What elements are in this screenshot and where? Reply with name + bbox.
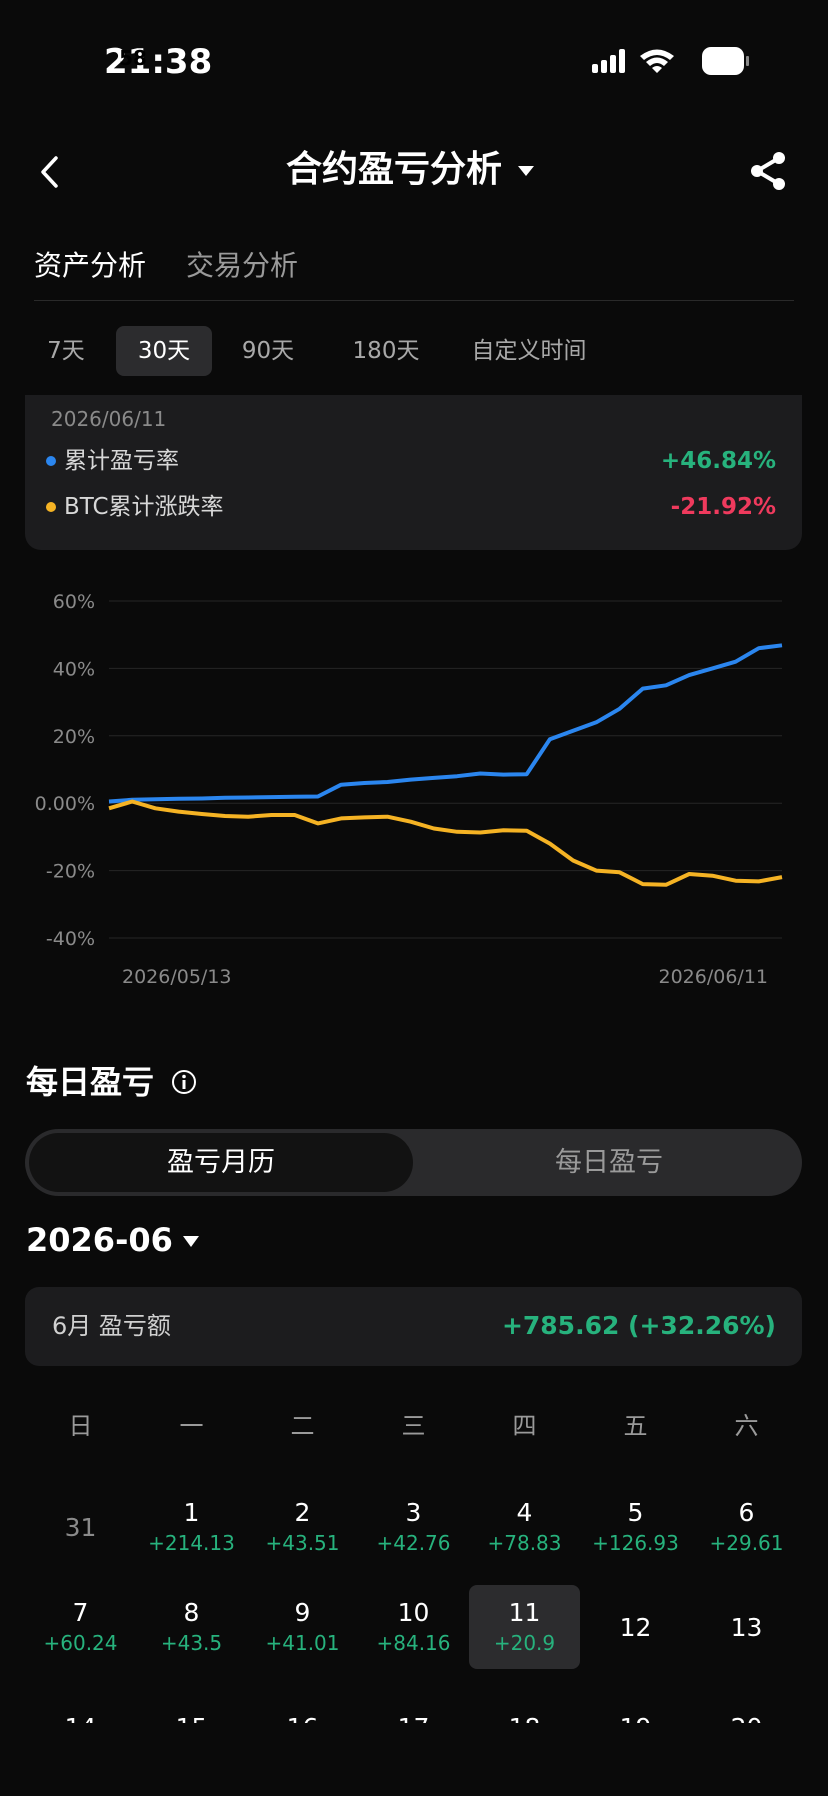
- month-picker[interactable]: 2026-06: [26, 1224, 205, 1256]
- period-tab[interactable]: 自定义时间: [471, 338, 587, 364]
- calendar-day: 9: [294, 1598, 311, 1627]
- y-tick-label: 60%: [53, 591, 95, 613]
- calendar-day: 17: [358, 1715, 469, 1723]
- calendar-day: 19: [580, 1715, 691, 1723]
- title-text: 合约盈亏分析: [285, 149, 502, 190]
- y-tick-label: -40%: [46, 928, 95, 950]
- tab-active[interactable]: 资产分析: [34, 249, 147, 282]
- status-icons: [592, 47, 749, 75]
- y-tick-label: -20%: [46, 861, 95, 883]
- weekday-label: 三: [401, 1412, 426, 1440]
- toggle-active[interactable]: [29, 1133, 413, 1192]
- battery-level: 58: [119, 46, 147, 70]
- period-tab[interactable]: 7天: [47, 338, 85, 364]
- tab[interactable]: 交易分析: [186, 249, 299, 282]
- calendar-day: 5: [627, 1498, 644, 1527]
- legend-label: 累计盈亏率: [64, 448, 179, 474]
- calendar-day: 10: [397, 1598, 430, 1627]
- calendar-day: 4: [516, 1498, 533, 1527]
- calendar-day: 6: [738, 1498, 755, 1527]
- calendar-day: 13: [730, 1613, 763, 1642]
- y-tick-label: 0.00%: [35, 793, 95, 815]
- calendar-pnl: +43.5: [160, 1631, 223, 1655]
- calendar-day: 12: [619, 1613, 652, 1642]
- tooltip-card: 2026/06/11 累计盈亏率 +46.84% BTC累计涨跌率 -21.92%: [25, 395, 802, 550]
- period-tab-active[interactable]: 30天: [116, 326, 212, 376]
- weekday-label: 二: [290, 1412, 315, 1440]
- view-toggle: 盈亏月历 每日盈亏: [25, 1129, 802, 1196]
- legend-label: BTC累计涨跌率: [64, 494, 224, 520]
- calendar-day: 11: [508, 1598, 541, 1627]
- calendar-pnl: +29.61: [709, 1531, 784, 1555]
- x-tick-label: 2026/05/13: [122, 966, 232, 988]
- calendar-grid: 31 1 +214.13 2 +43.51 3 +42.76 4 +78.83 5 +126.93 6…: [25, 1470, 802, 1723]
- selected-day: [469, 1585, 580, 1669]
- toggle-option[interactable]: 每日盈亏: [555, 1147, 663, 1178]
- calendar-pnl: +20.9: [493, 1631, 556, 1655]
- period-tab[interactable]: 90天: [241, 338, 295, 364]
- period-tab[interactable]: 180天: [352, 338, 420, 364]
- calendar-day: 18: [469, 1715, 580, 1723]
- weekday-label: 四: [512, 1412, 537, 1440]
- summary-value: +785.62 (+32.26%): [501, 1311, 776, 1340]
- x-tick-label: 2026/06/11: [658, 966, 768, 988]
- summary-label: 6月 盈亏额: [52, 1312, 171, 1340]
- calendar-day: 31: [64, 1513, 97, 1542]
- weekday-label: 五: [623, 1412, 648, 1440]
- divider: [34, 300, 794, 301]
- legend-dot: [46, 502, 56, 512]
- calendar-day: 20: [691, 1715, 802, 1723]
- calendar-pnl: +60.24: [43, 1631, 118, 1655]
- weekday-label: 一: [179, 1412, 204, 1440]
- calendar-day: 2: [294, 1498, 311, 1527]
- calendar-day: 14: [25, 1715, 136, 1723]
- share-button[interactable]: [748, 150, 790, 192]
- calendar-pnl: +41.01: [265, 1631, 340, 1655]
- line-chart: -40% -20% 0.00% 20% 40% 60% 2026/05/13 2026/06/…: [35, 591, 783, 988]
- calendar-day: 15: [136, 1715, 247, 1723]
- y-tick-label: 40%: [53, 658, 95, 680]
- calendar-day: 8: [183, 1598, 200, 1627]
- dropdown-arrow: [518, 166, 534, 176]
- calendar-day: 16: [247, 1715, 358, 1723]
- status-time: 21:38: [104, 42, 213, 82]
- tooltip-value: +46.84%: [660, 448, 776, 474]
- weekday-label: 日: [68, 1412, 93, 1440]
- weekday-label: 六: [734, 1412, 759, 1440]
- calendar-pnl: +126.93: [592, 1531, 679, 1555]
- tooltip-value: -21.92%: [670, 494, 776, 520]
- section-title: 每日盈亏: [26, 1063, 155, 1101]
- calendar-day: 1: [183, 1498, 200, 1527]
- calendar-pnl: +214.13: [148, 1531, 235, 1555]
- toggle-option: 盈亏月历: [167, 1147, 275, 1178]
- calendar-pnl: +84.16: [376, 1631, 451, 1655]
- back-button[interactable]: [38, 155, 62, 189]
- page-title[interactable]: 合约盈亏分析: [0, 152, 828, 188]
- calendar-day: 7: [72, 1598, 89, 1627]
- legend-dot: [46, 456, 56, 466]
- y-tick-label: 20%: [53, 726, 95, 748]
- dropdown-arrow: [182, 1236, 199, 1247]
- series-line: [108, 643, 783, 804]
- calendar-pnl: +43.51: [265, 1531, 340, 1555]
- calendar-day: 3: [405, 1498, 422, 1527]
- calendar-pnl: +42.76: [376, 1531, 451, 1555]
- month-summary: 6月 盈亏额 +785.62 (+32.26%): [25, 1287, 802, 1366]
- series-line: [108, 799, 783, 887]
- month-text: 2026-06: [26, 1221, 173, 1259]
- tooltip-date: 2026/06/11: [51, 407, 167, 431]
- info-icon[interactable]: [170, 1068, 198, 1096]
- calendar-pnl: +78.83: [487, 1531, 562, 1555]
